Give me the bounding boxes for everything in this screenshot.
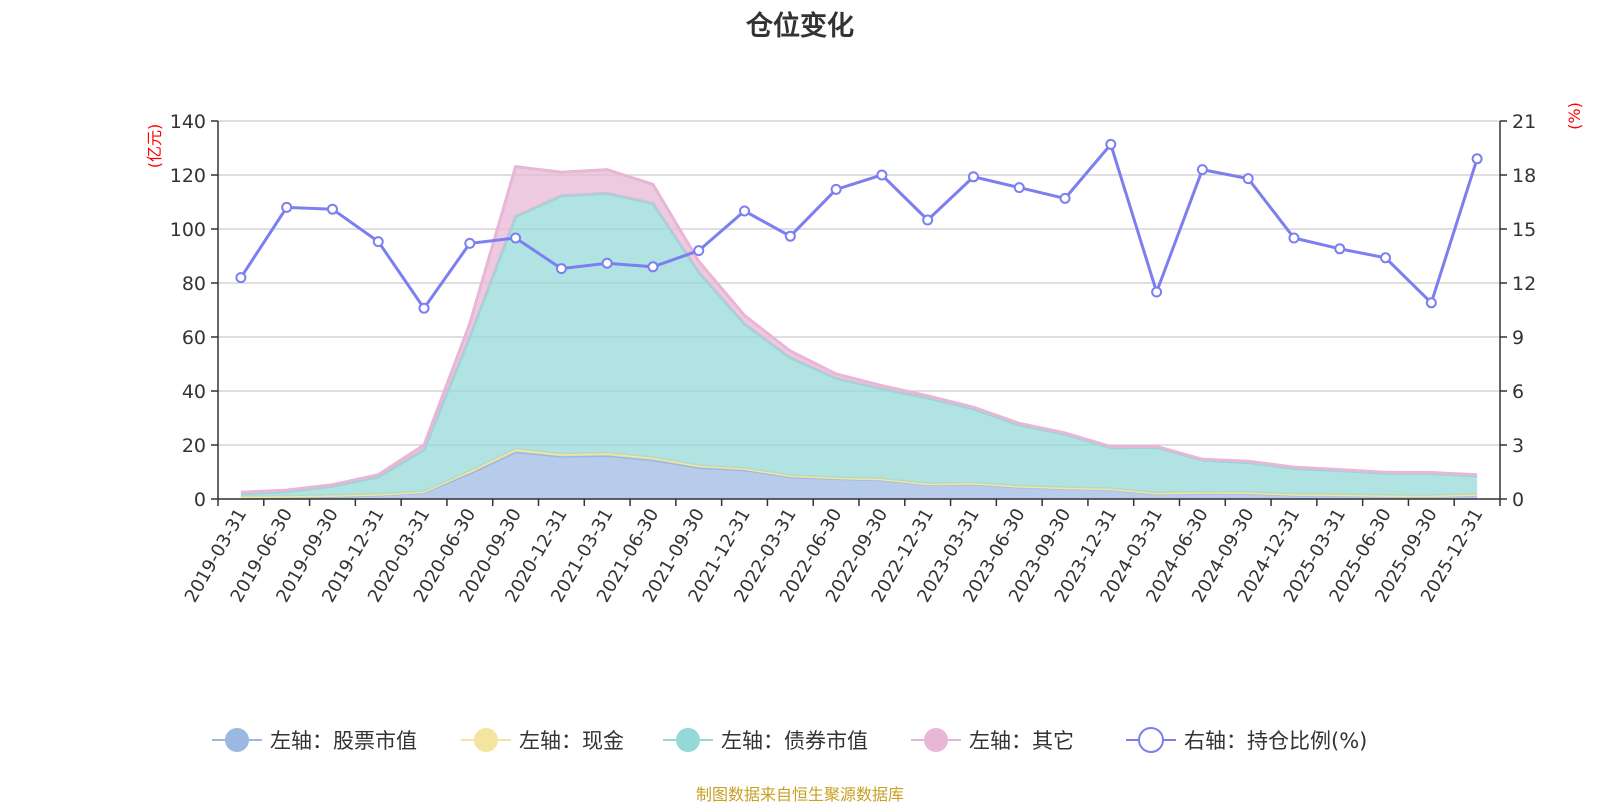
legend-marker	[676, 728, 700, 752]
ratio-point	[830, 183, 842, 195]
legend-marker	[225, 728, 249, 752]
ratio-point	[1425, 297, 1437, 309]
ratio-point	[1380, 252, 1392, 264]
left-tick-label: 40	[182, 381, 206, 403]
ratio-point	[326, 203, 338, 215]
right-tick-label: 12	[1512, 273, 1536, 295]
ratio-point	[281, 201, 293, 213]
ratio-point	[693, 245, 705, 257]
left-axis-unit: (亿元)	[145, 124, 164, 169]
legend: 左轴：股票市值 左轴：现金 左轴：债券市值 左轴：其它 右轴：持仓比例(%)	[212, 727, 1367, 753]
ratio-point	[555, 263, 567, 275]
right-tick-label: 15	[1512, 219, 1536, 241]
ratio-point	[739, 205, 751, 217]
ratio-point	[1334, 243, 1346, 255]
ratio-point	[1288, 232, 1300, 244]
left-tick-label: 60	[182, 327, 206, 349]
right-tick-label: 18	[1512, 165, 1536, 187]
ratio-point	[372, 236, 384, 248]
ratio-point	[1059, 192, 1071, 204]
right-tick-label: 9	[1512, 327, 1524, 349]
ratio-point	[784, 230, 796, 242]
right-tick-label: 6	[1512, 381, 1524, 403]
chart-title: 仓位变化	[746, 11, 854, 42]
ratio-point	[235, 272, 247, 284]
legend-label: 左轴：其它	[969, 729, 1074, 753]
ratio-point	[510, 232, 522, 244]
source-note: 制图数据来自恒生聚源数据库	[695, 785, 904, 804]
ratio-point	[1196, 164, 1208, 176]
right-tick-label: 21	[1512, 111, 1536, 133]
area-edge-左轴：其它	[240, 164, 1478, 494]
left-tick-label: 80	[182, 273, 206, 295]
left-tick-label: 20	[182, 435, 206, 457]
ratio-line	[239, 141, 1479, 311]
area-左轴：债券市值	[240, 193, 1478, 497]
ratio-point	[1105, 138, 1117, 150]
ratio-point	[601, 257, 613, 269]
ratio-point	[1471, 153, 1483, 165]
right-axis-unit: (%)	[1565, 102, 1584, 130]
ratio-point	[464, 237, 476, 249]
ratio-point	[1242, 173, 1254, 185]
ratio-line-series	[235, 138, 1483, 314]
right-tick-label: 0	[1512, 489, 1524, 511]
left-tick-label: 120	[170, 165, 206, 187]
ratio-point	[418, 302, 430, 314]
ratio-point	[1151, 286, 1163, 298]
left-tick-label: 100	[170, 219, 206, 241]
ratio-point	[876, 169, 888, 181]
ratio-point	[967, 171, 979, 183]
left-tick-label: 140	[170, 111, 206, 133]
right-tick-label: 3	[1512, 435, 1524, 457]
legend-label: 左轴：现金	[519, 729, 624, 753]
left-tick-label: 0	[194, 489, 206, 511]
legend-marker	[474, 728, 498, 752]
legend-label: 左轴：债券市值	[721, 729, 868, 753]
stacked-areas	[240, 164, 1478, 500]
ratio-point	[922, 214, 934, 226]
legend-marker	[1138, 727, 1164, 753]
area-左轴：股票市值	[240, 451, 1478, 499]
legend-label: 左轴：股票市值	[270, 729, 417, 753]
legend-marker	[924, 728, 948, 752]
legend-label: 右轴：持仓比例(%)	[1184, 729, 1367, 753]
ratio-point	[647, 261, 659, 273]
ratio-point	[1013, 182, 1025, 194]
